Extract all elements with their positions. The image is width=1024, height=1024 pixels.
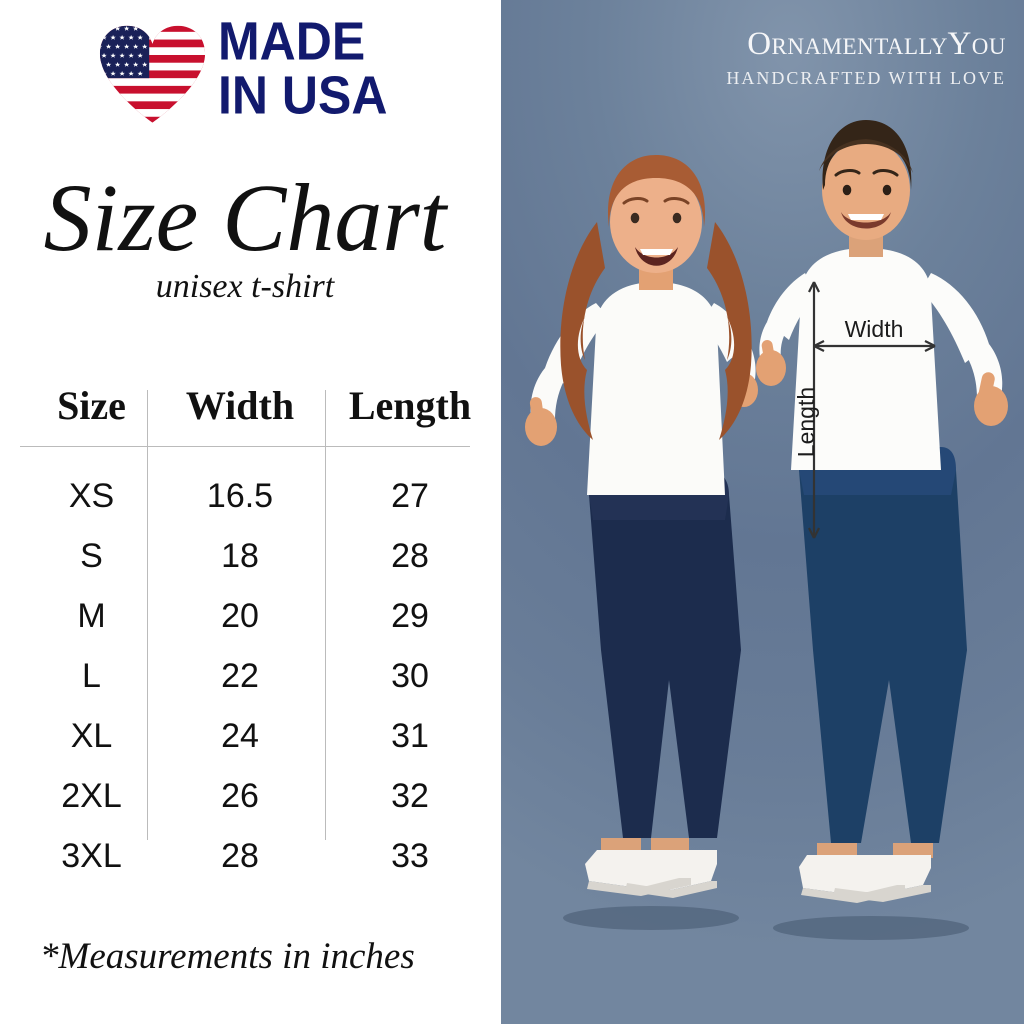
svg-text:Width: Width	[845, 316, 904, 342]
svg-text:Length: Length	[793, 387, 819, 457]
